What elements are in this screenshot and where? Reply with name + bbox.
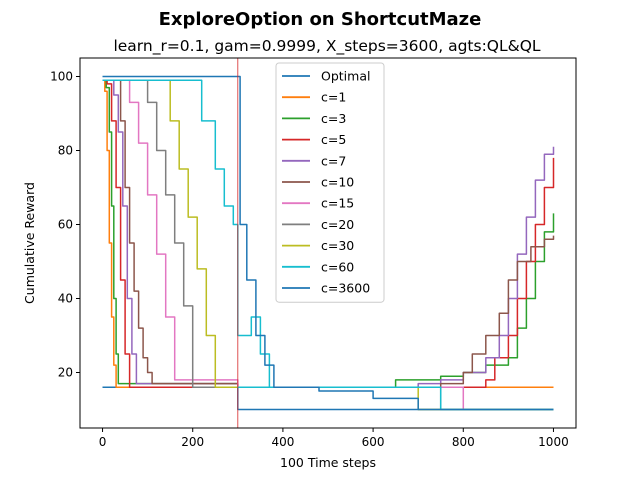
chart-subtitle: learn_r=0.1, gam=0.9999, X_steps=3600, a… (113, 37, 540, 56)
x-tick-label: 1000 (538, 435, 569, 449)
legend-label: c=5 (321, 132, 346, 147)
series-line-3 (102, 79, 555, 389)
x-axis-label: 100 Time steps (280, 455, 376, 470)
legend-label: c=15 (321, 196, 354, 211)
legend-label: c=30 (321, 238, 354, 253)
x-tick-label: 400 (271, 435, 294, 449)
chart-title: ExploreOption on ShortcutMaze (159, 9, 482, 30)
legend-label: c=1 (321, 90, 346, 105)
legend: Optimal c=1 c=3 c=5 c=7 c=10 c=15 c=20 c=30 c=60 c… (275, 62, 385, 303)
y-axis-label: Cumulative Reward (22, 182, 37, 304)
series-line-10 (102, 75, 554, 411)
legend-label: c=3 (321, 111, 346, 126)
y-axis-ticks: 20 40 60 80 100 (50, 70, 80, 380)
x-tick-label: 800 (452, 435, 475, 449)
y-tick-label: 100 (50, 70, 73, 84)
legend-label: c=60 (321, 259, 354, 274)
series-line-1 (102, 79, 554, 389)
legend-label: c=7 (321, 153, 346, 168)
legend-label: c=3600 (321, 281, 370, 296)
y-tick-label: 80 (58, 144, 73, 158)
y-tick-label: 60 (58, 218, 73, 232)
x-tick-label: 0 (99, 435, 107, 449)
x-tick-label: 600 (362, 435, 385, 449)
x-tick-label: 200 (181, 435, 204, 449)
y-tick-label: 40 (58, 292, 73, 306)
x-axis-ticks: 0 200 400 600 800 1000 (99, 428, 569, 449)
legend-box (275, 62, 385, 303)
plot-frame (79, 57, 577, 429)
legend-label: c=20 (321, 217, 354, 232)
plot-area (102, 58, 555, 428)
legend-label: c=10 (321, 175, 354, 190)
y-tick-label: 20 (58, 366, 73, 380)
legend-label: Optimal (321, 69, 370, 84)
